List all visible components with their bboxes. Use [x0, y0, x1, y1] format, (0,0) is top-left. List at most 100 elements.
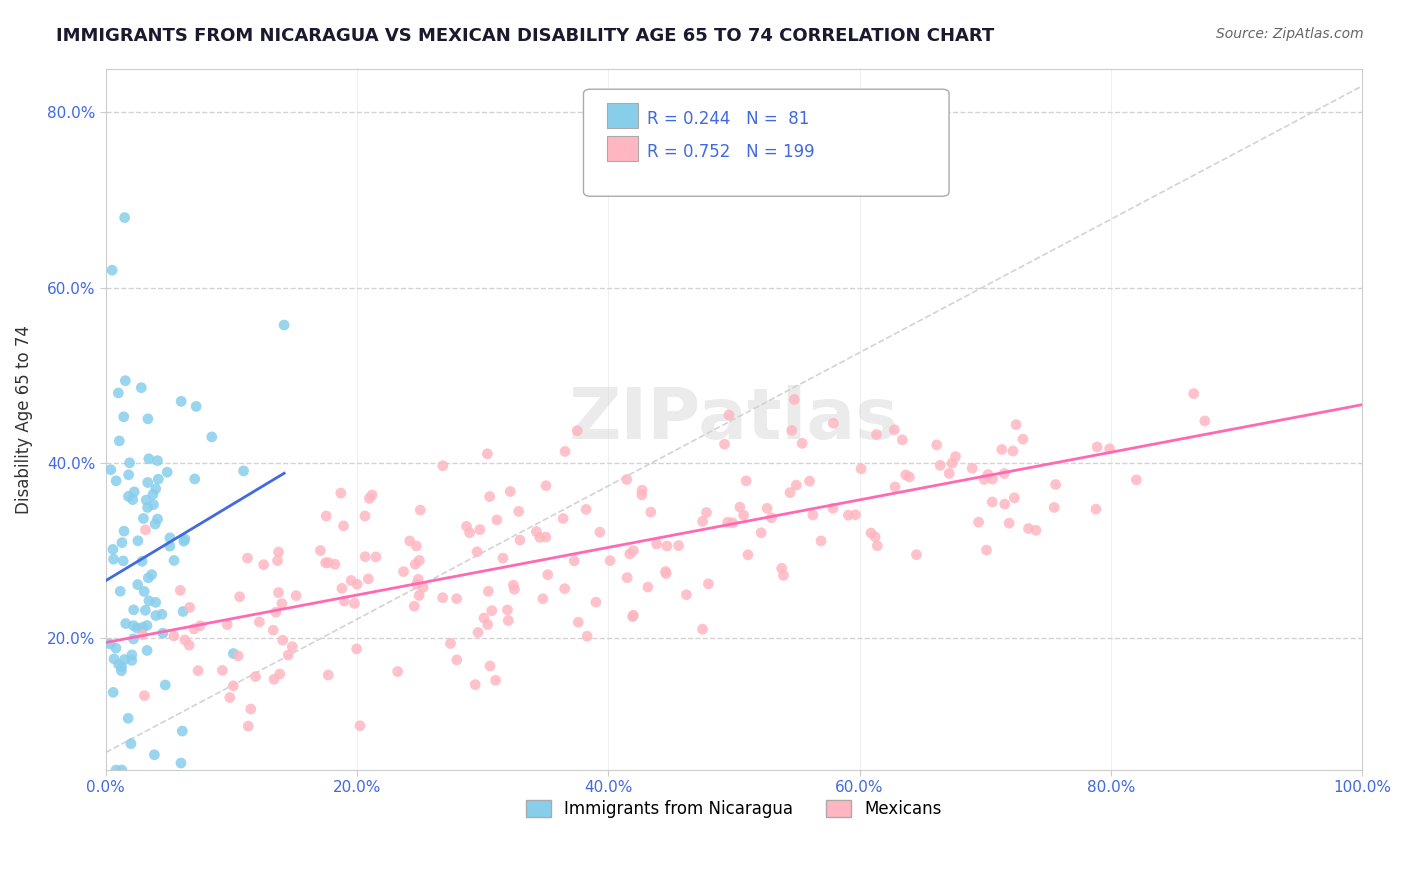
Point [146, 453, 169, 467]
Point [432, 591, 454, 605]
Point [333, 594, 356, 608]
Point [589, 525, 612, 540]
Point [266, 554, 288, 568]
Point [329, 486, 352, 500]
Point [1012, 432, 1035, 446]
Point [405, 577, 427, 591]
Point [849, 462, 872, 476]
Text: R = 0.244   N =  81: R = 0.244 N = 81 [647, 110, 808, 128]
Point [263, 673, 285, 687]
Point [534, 530, 557, 544]
Point [837, 508, 859, 523]
Point [277, 648, 299, 662]
Point [127, 577, 149, 591]
Point [567, 424, 589, 438]
Point [945, 450, 967, 464]
Point [621, 608, 644, 623]
Point [1085, 502, 1108, 516]
Point [599, 553, 621, 567]
Point [554, 444, 576, 458]
Point [114, 616, 136, 631]
Point [477, 584, 499, 599]
Text: Source: ZipAtlas.com: Source: ZipAtlas.com [1216, 27, 1364, 41]
Point [273, 318, 295, 332]
Point [105, 474, 128, 488]
Point [264, 605, 287, 619]
Point [844, 508, 866, 522]
Point [111, 763, 134, 777]
Point [271, 633, 294, 648]
Point [108, 434, 131, 448]
Point [134, 689, 156, 703]
Point [821, 501, 844, 516]
Point [697, 577, 720, 591]
Point [112, 554, 135, 568]
Point [136, 475, 159, 490]
Legend: Immigrants from Nicaragua, Mexicans: Immigrants from Nicaragua, Mexicans [519, 793, 949, 825]
Point [150, 607, 173, 622]
Point [553, 511, 575, 525]
Point [107, 386, 129, 401]
Point [117, 489, 139, 503]
Point [960, 461, 983, 475]
Point [103, 685, 125, 699]
Point [799, 474, 821, 488]
Point [735, 474, 758, 488]
Point [359, 491, 381, 506]
Point [134, 584, 156, 599]
Point [655, 566, 678, 581]
Point [98, 637, 121, 651]
Point [174, 632, 197, 647]
Point [717, 408, 740, 422]
Point [236, 551, 259, 566]
Point [477, 617, 499, 632]
Point [332, 519, 354, 533]
Point [253, 558, 276, 572]
Point [111, 535, 134, 549]
Point [631, 483, 654, 498]
Point [406, 572, 429, 586]
Point [143, 747, 166, 762]
Point [136, 412, 159, 426]
Point [412, 580, 434, 594]
Point [456, 519, 478, 533]
Point [111, 660, 134, 674]
Point [125, 621, 148, 635]
Point [404, 558, 426, 572]
Point [405, 539, 427, 553]
Point [481, 604, 503, 618]
Point [222, 647, 245, 661]
Point [357, 572, 380, 586]
Point [117, 711, 139, 725]
Point [859, 526, 882, 541]
Point [323, 558, 346, 572]
Point [398, 533, 420, 548]
Point [733, 508, 755, 523]
Point [121, 648, 143, 662]
Y-axis label: Disability Age 65 to 74: Disability Age 65 to 74 [15, 325, 32, 514]
Point [155, 678, 177, 692]
Point [645, 537, 668, 551]
Point [281, 640, 304, 654]
Point [905, 548, 928, 562]
Point [104, 641, 127, 656]
Point [509, 533, 531, 548]
Point [247, 615, 270, 629]
Point [621, 609, 644, 624]
Point [761, 510, 783, 524]
Point [884, 480, 907, 494]
Point [121, 492, 143, 507]
Point [1018, 522, 1040, 536]
Point [387, 665, 409, 679]
Point [883, 423, 905, 437]
Point [138, 451, 160, 466]
Point [485, 513, 508, 527]
Point [131, 620, 153, 634]
Point [526, 524, 548, 539]
Point [496, 614, 519, 628]
Point [245, 670, 267, 684]
Point [631, 488, 654, 502]
Point [749, 525, 772, 540]
Point [929, 458, 952, 473]
Text: ZIPatlas: ZIPatlas [569, 384, 898, 454]
